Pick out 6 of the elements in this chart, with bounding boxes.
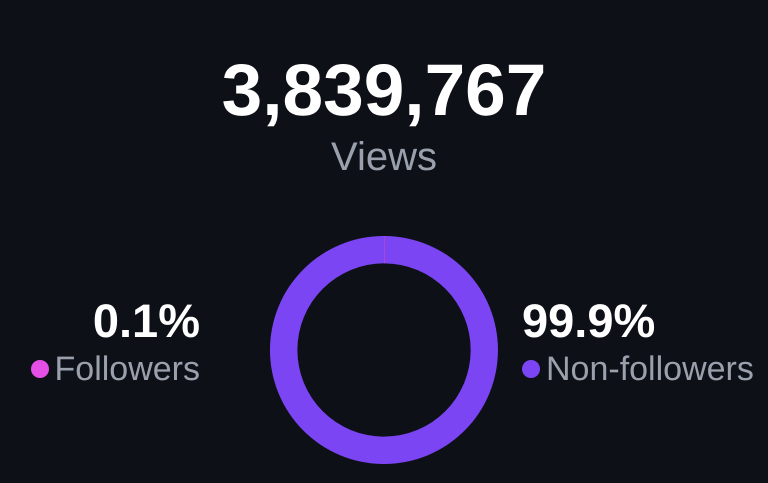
data-label: 0.1%	[92, 294, 200, 347]
chart-subtitle: Views	[330, 135, 438, 179]
data-label: 99.9%	[522, 294, 656, 347]
legend-label: Followers	[54, 350, 200, 388]
legend-label: Non-followers	[546, 350, 754, 388]
chart-title: 3,839,767	[220, 50, 548, 131]
